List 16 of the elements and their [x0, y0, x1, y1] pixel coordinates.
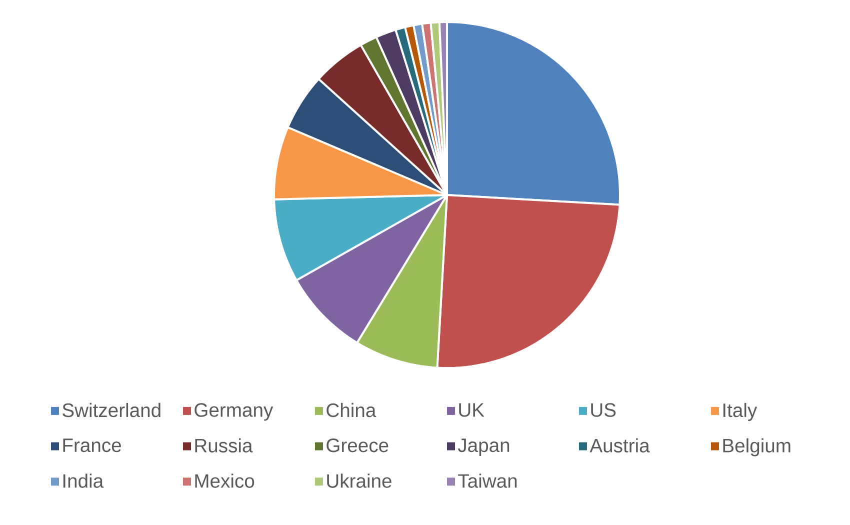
legend-label: Austria	[590, 438, 650, 452]
legend-label: Greece	[326, 438, 388, 452]
legend-label: Japan	[458, 438, 510, 456]
legend-label: US	[591, 403, 616, 417]
legend-label: Russia	[195, 438, 253, 452]
legend-label: China	[326, 402, 376, 418]
legend-label: Ukraine	[327, 474, 392, 488]
legend-label: Italy	[723, 402, 758, 421]
legend-label: Taiwan	[458, 474, 517, 488]
legend-label: Germany	[194, 403, 274, 421]
legend-label: Mexico	[195, 474, 254, 488]
legend-label: India	[63, 474, 104, 488]
legend-label: Belgium	[723, 438, 790, 456]
legend-label: UK	[459, 403, 484, 417]
legend-label: France	[63, 438, 121, 452]
legend-label: Switzerland	[62, 402, 160, 418]
